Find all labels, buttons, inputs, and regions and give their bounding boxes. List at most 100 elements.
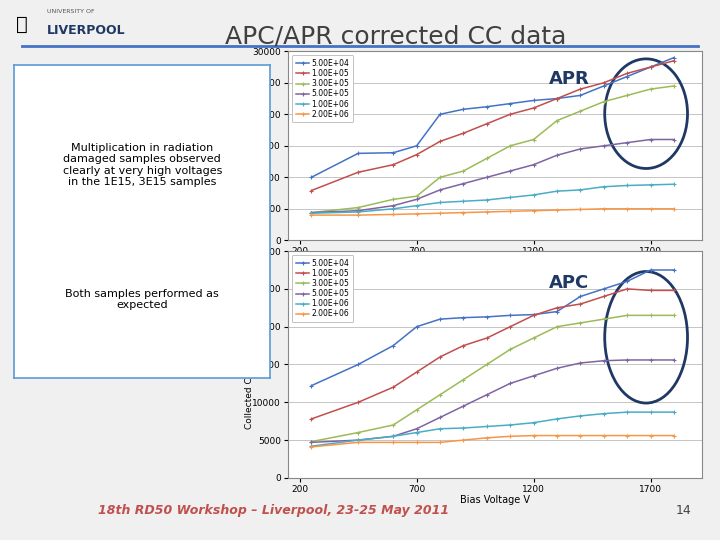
- 1.00E+06: [506, 194, 515, 201]
- Line: 5.00E+05: 5.00E+05: [309, 357, 676, 445]
- 1.00E+06: [389, 206, 397, 212]
- Line: 1.00E+06: 1.00E+06: [309, 410, 676, 449]
- 2.00E+06: [576, 206, 585, 213]
- 5.00E+04: [576, 92, 585, 99]
- 1.00E+05: [553, 305, 562, 311]
- 5.00E+05: [670, 136, 678, 143]
- 5.00E+05: [354, 207, 362, 214]
- 2.00E+06: [389, 439, 397, 446]
- 2.00E+06: [389, 211, 397, 218]
- 3.00E+05: [553, 323, 562, 330]
- X-axis label: Bias Voltage V: Bias Voltage V: [460, 495, 530, 505]
- 5.00E+04: [482, 104, 491, 110]
- Text: LIVERPOOL: LIVERPOOL: [47, 24, 125, 37]
- 3.00E+05: [389, 422, 397, 428]
- 1.00E+06: [553, 188, 562, 194]
- 1.00E+05: [459, 130, 468, 137]
- 2.00E+06: [436, 210, 444, 217]
- 5.00E+04: [623, 278, 631, 285]
- 5.00E+05: [389, 202, 397, 209]
- 3.00E+05: [506, 346, 515, 353]
- 1.00E+05: [670, 287, 678, 294]
- 3.00E+05: [600, 98, 608, 105]
- 2.00E+06: [413, 211, 421, 217]
- 3.00E+05: [647, 86, 655, 92]
- Text: Multiplication in radiation
damaged samples observed
clearly at very high voltag: Multiplication in radiation damaged samp…: [63, 143, 222, 187]
- 5.00E+05: [436, 187, 444, 193]
- 1.00E+06: [482, 197, 491, 203]
- 5.00E+04: [600, 286, 608, 292]
- 1.00E+06: [647, 409, 655, 415]
- 1.00E+05: [529, 105, 538, 111]
- 5.00E+04: [553, 308, 562, 315]
- Line: 5.00E+05: 5.00E+05: [309, 137, 676, 215]
- Line: 2.00E+06: 2.00E+06: [309, 433, 676, 449]
- 3.00E+05: [354, 204, 362, 211]
- 5.00E+04: [436, 111, 444, 118]
- 5.00E+04: [553, 95, 562, 102]
- 3.00E+05: [553, 117, 562, 124]
- Line: 3.00E+05: 3.00E+05: [309, 84, 676, 215]
- 5.00E+05: [529, 373, 538, 379]
- 2.00E+06: [647, 433, 655, 439]
- 1.00E+06: [389, 433, 397, 440]
- 5.00E+04: [529, 97, 538, 104]
- 5.00E+05: [623, 357, 631, 363]
- 3.00E+05: [413, 407, 421, 413]
- 5.00E+04: [482, 314, 491, 320]
- Text: 18th RD50 Workshop – Liverpool, 23-25 May 2011: 18th RD50 Workshop – Liverpool, 23-25 Ma…: [98, 504, 449, 517]
- 5.00E+04: [307, 174, 315, 180]
- 5.00E+05: [600, 143, 608, 149]
- 1.00E+06: [576, 187, 585, 193]
- 1.00E+05: [576, 301, 585, 307]
- 1.00E+06: [600, 410, 608, 417]
- 3.00E+05: [307, 438, 315, 445]
- Text: Both samples performed as
expected: Both samples performed as expected: [66, 289, 219, 310]
- 3.00E+05: [529, 335, 538, 341]
- 3.00E+05: [482, 361, 491, 368]
- 5.00E+05: [459, 180, 468, 187]
- 1.00E+05: [307, 416, 315, 422]
- 5.00E+04: [307, 382, 315, 389]
- 2.00E+06: [623, 433, 631, 439]
- Line: 1.00E+05: 1.00E+05: [309, 286, 676, 421]
- Text: APR: APR: [549, 70, 590, 88]
- 2.00E+06: [576, 433, 585, 439]
- 5.00E+04: [600, 83, 608, 89]
- 1.00E+05: [354, 399, 362, 406]
- 1.00E+05: [413, 369, 421, 375]
- 5.00E+05: [389, 433, 397, 440]
- 3.00E+05: [670, 83, 678, 89]
- Line: 5.00E+04: 5.00E+04: [309, 55, 676, 180]
- 5.00E+05: [482, 174, 491, 180]
- Text: APC: APC: [549, 274, 589, 292]
- 1.00E+06: [553, 416, 562, 422]
- 1.00E+06: [307, 443, 315, 449]
- 3.00E+05: [623, 312, 631, 319]
- 5.00E+05: [553, 152, 562, 159]
- 2.00E+06: [459, 437, 468, 443]
- 1.00E+06: [506, 422, 515, 428]
- 1.00E+05: [482, 120, 491, 127]
- 5.00E+05: [623, 139, 631, 146]
- 5.00E+05: [307, 439, 315, 446]
- 1.00E+05: [647, 64, 655, 70]
- 1.00E+05: [506, 111, 515, 118]
- 1.00E+06: [459, 425, 468, 431]
- 2.00E+06: [506, 433, 515, 440]
- 2.00E+06: [354, 212, 362, 218]
- 1.00E+05: [354, 169, 362, 176]
- 1.00E+05: [413, 151, 421, 158]
- 3.00E+05: [459, 168, 468, 174]
- 2.00E+06: [307, 444, 315, 450]
- Legend: 5.00E+04, 1.00E+05, 3.00E+05, 5.00E+05, 1.00E+06, 2.00E+06: 5.00E+04, 1.00E+05, 3.00E+05, 5.00E+05, …: [292, 55, 354, 123]
- 3.00E+05: [529, 136, 538, 143]
- 1.00E+06: [459, 198, 468, 205]
- 1.00E+06: [354, 208, 362, 215]
- 5.00E+04: [459, 106, 468, 112]
- 2.00E+06: [553, 207, 562, 213]
- 1.00E+06: [576, 413, 585, 419]
- 5.00E+05: [529, 161, 538, 168]
- 3.00E+05: [354, 429, 362, 436]
- Text: 14: 14: [676, 504, 692, 517]
